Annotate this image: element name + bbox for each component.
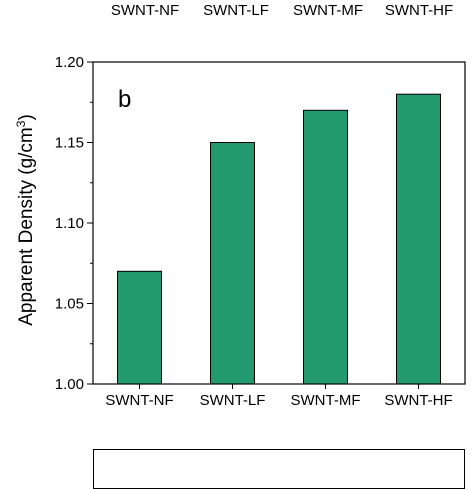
x-tick-label-2: SWNT-MF: [291, 392, 361, 409]
y-tick-label-1: 1.05: [55, 296, 84, 313]
top-label-hf: SWNT-HF: [384, 2, 454, 19]
x-tick-label-1: SWNT-LF: [200, 392, 266, 409]
top-label-mf: SWNT-MF: [293, 2, 363, 19]
bar-2: [303, 109, 348, 385]
top-label-nf: SWNT-NF: [110, 2, 180, 19]
bar-0: [117, 270, 162, 385]
y-tick-label-2: 1.10: [55, 215, 84, 232]
bar-3: [396, 93, 441, 385]
bottom-panel-frame: [93, 449, 465, 489]
y-tick-label-3: 1.15: [55, 135, 84, 152]
y-tick-label-0: 1.00: [55, 376, 84, 393]
panel-label: b: [118, 86, 131, 113]
bar-chart: SWNT-NF SWNT-LF SWNT-MF SWNT-HF 1.00 1.05 1.10…: [55, 54, 466, 409]
y-tick-label-4: 1.20: [55, 54, 84, 71]
x-tick-label-0: SWNT-NF: [105, 392, 173, 409]
top-label-lf: SWNT-LF: [203, 2, 269, 19]
top-category-labels: SWNT-NF SWNT-LF SWNT-MF SWNT-HF: [0, 0, 474, 24]
y-axis-label: Apparent Density (g/cm3): [13, 114, 38, 326]
plot-frame: [92, 61, 466, 385]
bar-1: [210, 142, 255, 385]
x-tick-label-3: SWNT-HF: [384, 392, 452, 409]
